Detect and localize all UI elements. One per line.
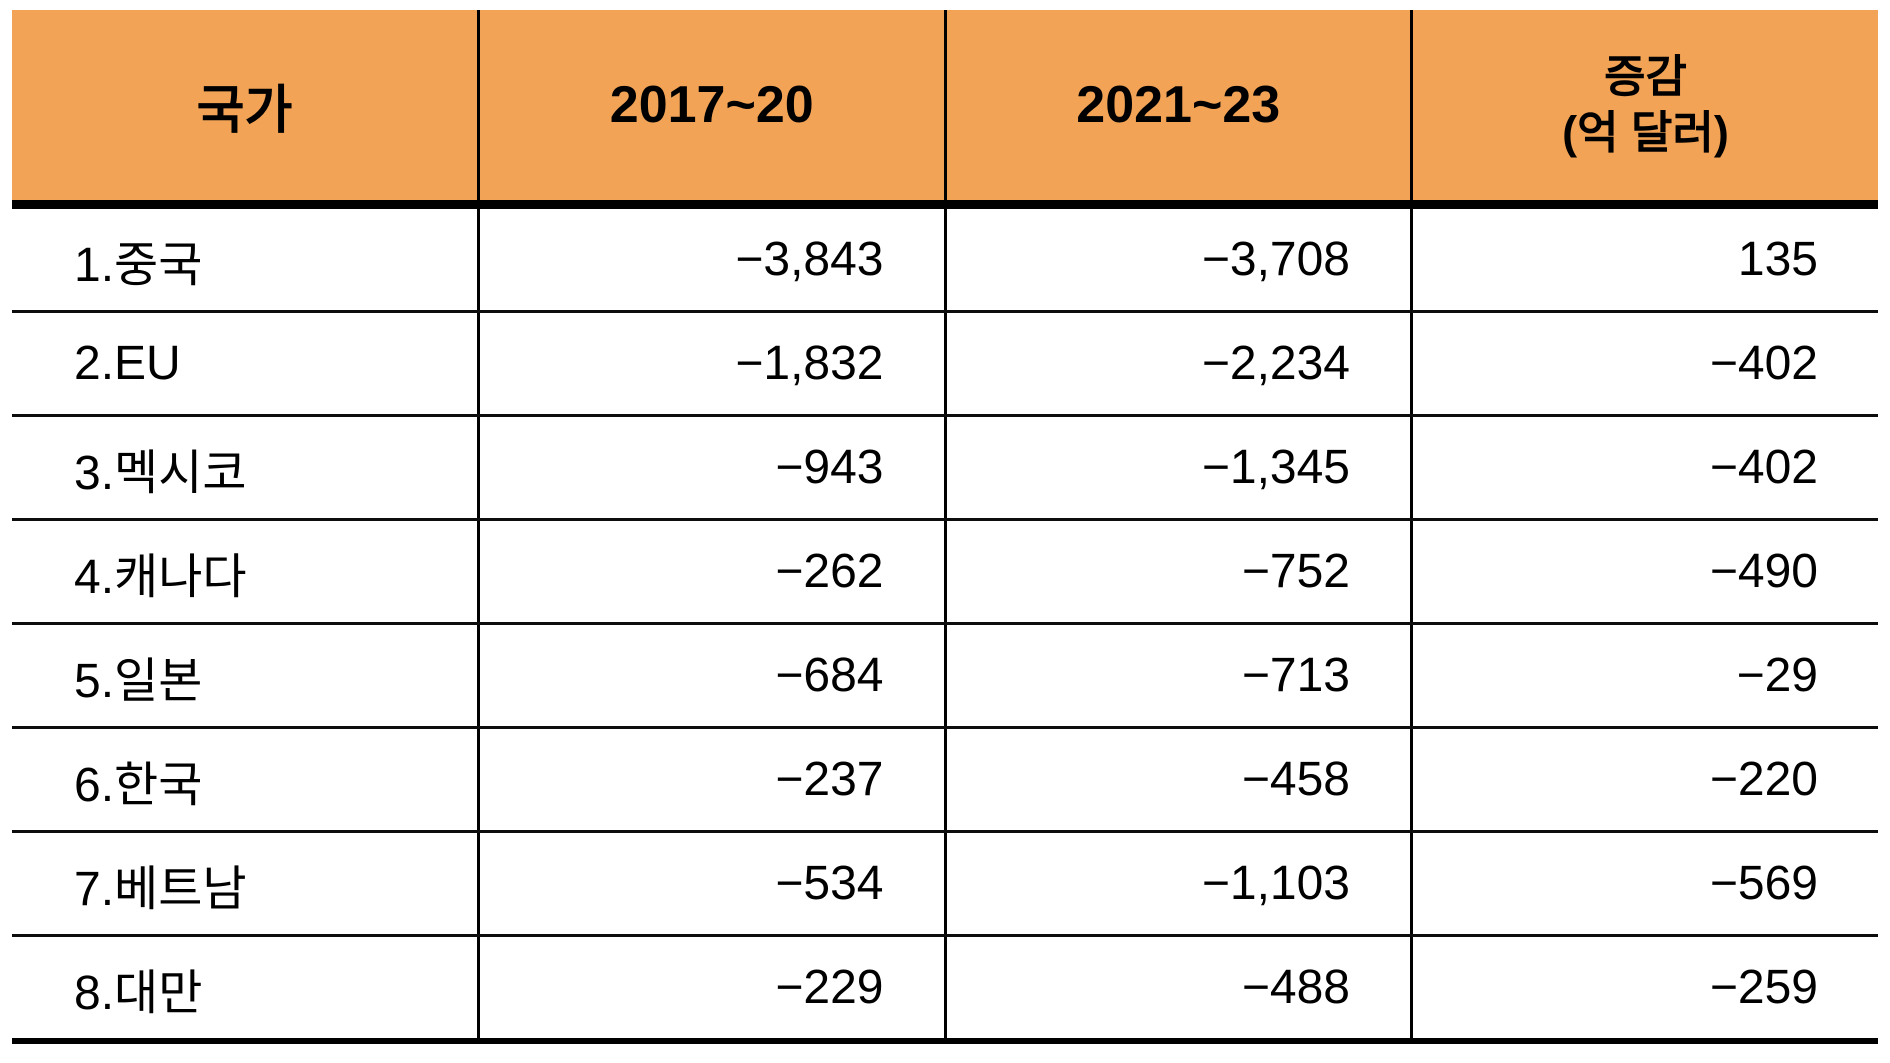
cell-country: 7.베트남 bbox=[12, 831, 479, 937]
cell-country: 2.EU bbox=[12, 311, 479, 417]
cell-value: −752 bbox=[943, 519, 1412, 625]
table-row: 6.한국 −237 −458 −220 bbox=[12, 727, 1878, 833]
cell-value: −943 bbox=[477, 415, 945, 521]
cell-value: −220 bbox=[1410, 727, 1878, 833]
cell-value: −1,345 bbox=[943, 415, 1412, 521]
cell-value: −1,103 bbox=[943, 831, 1412, 937]
table-row: 1.중국 −3,843 −3,708 135 bbox=[12, 204, 1878, 313]
cell-value: −684 bbox=[477, 623, 945, 729]
cell-value: −1,832 bbox=[477, 311, 945, 417]
cell-country: 6.한국 bbox=[12, 727, 479, 833]
cell-value: −402 bbox=[1410, 311, 1878, 417]
cell-value: −534 bbox=[477, 831, 945, 937]
table-row: 3.멕시코 −943 −1,345 −402 bbox=[12, 415, 1878, 521]
table-row: 8.대만 −229 −488 −259 bbox=[12, 935, 1878, 1044]
header-change-unit: (억 달러) bbox=[1562, 107, 1729, 158]
cell-value: −402 bbox=[1410, 415, 1878, 521]
header-change: 증감 (억 달러) bbox=[1410, 10, 1878, 209]
cell-value: −262 bbox=[477, 519, 945, 625]
cell-country: 5.일본 bbox=[12, 623, 479, 729]
header-country: 국가 bbox=[12, 10, 479, 209]
trade-balance-table: 국가 2017~20 2021~23 증감 (억 달러) 1.중국 −3,843−… bbox=[12, 10, 1878, 1044]
cell-country: 3.멕시코 bbox=[12, 415, 479, 521]
cell-value: −3,708 bbox=[943, 204, 1412, 313]
cell-value: −458 bbox=[943, 727, 1412, 833]
cell-value: −488 bbox=[943, 935, 1412, 1044]
cell-value: 135 bbox=[1410, 204, 1878, 313]
cell-value: −713 bbox=[943, 623, 1412, 729]
table-body: 1.중국 −3,843 −3,708 135 2.EU −1,832 −2,234 −402 3… bbox=[12, 204, 1878, 1044]
cell-value: −29 bbox=[1410, 623, 1878, 729]
cell-value: −237 bbox=[477, 727, 945, 833]
table-row: 4.캐나다 −262 −752 −490 bbox=[12, 519, 1878, 625]
cell-value: −490 bbox=[1410, 519, 1878, 625]
cell-country: 1.중국 bbox=[12, 204, 479, 313]
table-row: 2.EU −1,832 −2,234 −402 bbox=[12, 311, 1878, 417]
header-period-2017-20: 2017~20 bbox=[477, 10, 945, 209]
cell-value: −3,843 bbox=[477, 204, 945, 313]
cell-country: 8.대만 bbox=[12, 935, 479, 1044]
cell-value: −569 bbox=[1410, 831, 1878, 937]
cell-country: 4.캐나다 bbox=[12, 519, 479, 625]
header-row: 국가 2017~20 2021~23 증감 (억 달러) bbox=[12, 10, 1878, 209]
table-header: 국가 2017~20 2021~23 증감 (억 달러) bbox=[12, 10, 1878, 209]
header-period-2021-23: 2021~23 bbox=[943, 10, 1412, 209]
cell-value: −2,234 bbox=[943, 311, 1412, 417]
table-row: 5.일본 −684 −713 −29 bbox=[12, 623, 1878, 729]
table-row: 7.베트남 −534 −1,103 −569 bbox=[12, 831, 1878, 937]
cell-value: −259 bbox=[1410, 935, 1878, 1044]
cell-value: −229 bbox=[477, 935, 945, 1044]
header-change-label: 증감 bbox=[1604, 50, 1687, 102]
